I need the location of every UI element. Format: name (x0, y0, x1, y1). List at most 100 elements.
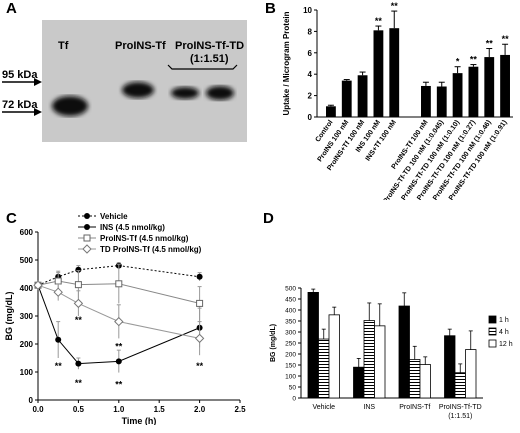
bar (328, 314, 340, 399)
legend-swatch (488, 339, 497, 348)
band-proins-tf-td-2 (206, 86, 234, 100)
bar (389, 28, 400, 117)
bar (373, 30, 384, 117)
y-tick-label: 200 (20, 340, 34, 349)
western-blot-panel: Tf ProINS-Tf ProINS-Tf-TD (1:1.51) 95 kD… (2, 20, 247, 142)
legend-marker (84, 213, 90, 219)
band-tf (52, 96, 88, 116)
panel-label-c: C (6, 210, 17, 227)
data-point (53, 287, 63, 297)
marker-95kda: 95 kDa (2, 69, 38, 81)
x-axis-label: Time (h) (122, 416, 157, 425)
y-tick-label: 200 (285, 352, 296, 359)
data-point (74, 281, 82, 289)
x-tick-label: 0.5 (73, 405, 85, 414)
y-tick-label: 0 (292, 396, 296, 403)
bar (419, 364, 431, 399)
y-tick-label: 400 (285, 308, 296, 315)
y-tick-label: 4 (308, 70, 313, 79)
significance-marker: ** (75, 315, 83, 325)
legend-swatch (488, 315, 497, 324)
y-tick-label: 300 (285, 330, 296, 337)
lane-bracket (167, 64, 238, 70)
band-proins-tf-td-1 (171, 87, 199, 99)
significance-marker: ** (115, 342, 123, 352)
x-tick-label: INS (363, 404, 375, 411)
x-tick-label: 2.5 (234, 405, 246, 414)
x-tick-label: ProINS-Tf (399, 404, 430, 411)
data-point (55, 336, 62, 343)
significance-marker: ** (502, 34, 510, 44)
bar (341, 80, 352, 117)
x-tick-label: 2.0 (194, 405, 206, 414)
bg-grouped-bar-chart: 0 50 100 150 200 250 300 350 400 450 500 BG (mg/dL)… (270, 286, 513, 421)
legend-entry: ProINS-Tf (4.5 nmol/kg) (100, 234, 189, 243)
data-point (73, 298, 84, 309)
y-tick-label: 450 (285, 297, 296, 304)
blot-membrane (42, 20, 247, 142)
y-tick-label: 100 (20, 368, 34, 377)
bar (409, 359, 421, 399)
significance-marker: ** (75, 378, 83, 388)
y-tick-label: 2 (308, 92, 313, 101)
bar (307, 292, 319, 399)
lane-label-proins-tf: ProINS-Tf (115, 40, 166, 52)
y-tick-label: 300 (20, 312, 34, 321)
bar (465, 349, 477, 399)
significance-marker: ** (375, 16, 383, 26)
y-tick-label: 8 (308, 27, 313, 36)
bar (444, 335, 456, 399)
y-axis-label: Uptake / Microgram Protein (282, 11, 291, 115)
y-tick-label: 500 (285, 286, 296, 293)
bar (421, 85, 431, 117)
legend-swatch (488, 327, 497, 336)
y-tick-label: 250 (285, 341, 296, 348)
y-tick-label: 100 (285, 374, 296, 381)
panel-label-b: B (265, 0, 276, 17)
significance-marker: ** (115, 379, 123, 389)
legend-entry: 12 h (499, 341, 513, 348)
y-tick-label: 6 (308, 49, 313, 58)
y-tick-label: 50 (289, 385, 297, 392)
y-tick-label: 0 (308, 113, 313, 122)
x-tick-sublabel: (1:1.51) (448, 413, 472, 420)
significance-marker: ** (470, 55, 478, 65)
bar (374, 325, 386, 399)
bar (454, 372, 466, 399)
y-tick-label: 150 (285, 363, 296, 370)
data-point (115, 280, 123, 288)
x-tick-label: ProINS-Tf-TD (439, 404, 482, 411)
bar (452, 73, 463, 117)
data-point (75, 266, 82, 273)
data-point (196, 273, 203, 280)
data-point (196, 299, 204, 307)
bar (398, 305, 410, 399)
y-tick-label: 600 (20, 228, 34, 237)
bar (357, 75, 368, 117)
legend-marker (84, 224, 90, 230)
y-tick-label: 500 (20, 256, 34, 265)
legend-marker (82, 244, 92, 254)
legend-entry: TD ProINS-Tf (4.5 nmol/kg) (100, 245, 202, 254)
bar (500, 54, 510, 117)
y-axis-label: BG (mg/dL) (270, 324, 277, 362)
panel-label-d: D (263, 210, 274, 227)
significance-marker: ** (196, 361, 204, 371)
data-point (54, 277, 62, 285)
bar (484, 57, 495, 117)
legend-entry: Vehicle (100, 212, 128, 221)
lane-sublabel-ratio: (1:1.51) (190, 53, 229, 65)
legend-entry: 4 h (499, 329, 509, 336)
x-tick-label: Vehicle (312, 404, 335, 411)
panel-label-a: A (6, 0, 17, 17)
band-proins-tf (122, 82, 154, 98)
x-tick-label: 1.5 (154, 405, 166, 414)
bar (436, 86, 447, 117)
bar (318, 338, 330, 399)
y-tick-label: 400 (20, 284, 34, 293)
significance-marker: * (456, 57, 460, 67)
bg-time-line-chart: 0 100 200 300 400 500 600 0.0 0.5 1.0 1.5 2.0 2.5 Tim… (4, 212, 246, 425)
legend-marker (83, 234, 91, 242)
significance-marker: ** (391, 1, 399, 11)
